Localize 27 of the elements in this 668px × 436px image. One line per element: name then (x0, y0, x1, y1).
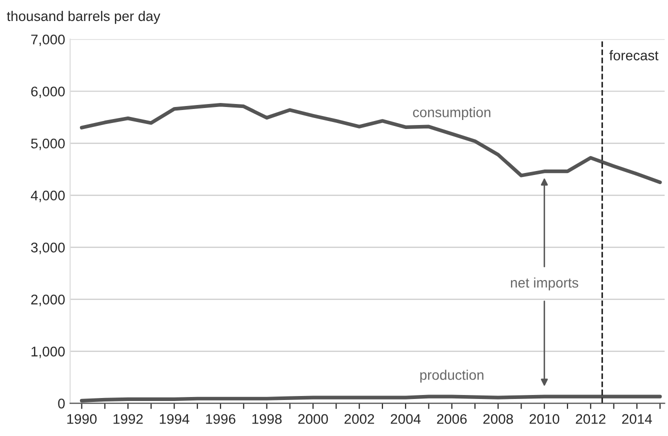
ref-line-label: forecast (609, 50, 658, 60)
y-tick-label: 6,000 (31, 86, 65, 98)
y-tick-label: 2,000 (31, 294, 65, 306)
x-tick-label: 2006 (437, 414, 467, 424)
series-label: production (420, 370, 484, 383)
x-tick-label: 2008 (483, 414, 513, 424)
x-tick-label: 1992 (114, 414, 143, 424)
series-label: consumption (413, 107, 490, 120)
x-tick-label: 1990 (67, 414, 97, 424)
x-tick-label: 1996 (206, 414, 236, 424)
x-tick-label: 2000 (298, 414, 328, 424)
x-tick-label: 1998 (252, 414, 282, 424)
x-tick-label: 2010 (530, 414, 560, 424)
y-tick-label: 5,000 (31, 138, 65, 150)
x-tick-label: 2014 (622, 414, 652, 424)
line-series (80, 102, 662, 184)
x-tick-label: 2002 (344, 414, 374, 424)
x-tick-label: 2004 (390, 414, 421, 424)
y-tick-label: 1,000 (32, 346, 65, 358)
y-axis-title: thousand barrels per day (6, 10, 160, 24)
y-tick-label: 0 (58, 398, 65, 408)
y-tick-label: 4,000 (30, 190, 65, 202)
y-tick-label: 3,000 (31, 242, 65, 254)
x-tick-label: 1994 (160, 414, 190, 424)
x-tick-label: 2012 (576, 414, 606, 424)
y-tick-label: 7,000 (31, 34, 65, 46)
annotation: net imports (510, 277, 578, 290)
